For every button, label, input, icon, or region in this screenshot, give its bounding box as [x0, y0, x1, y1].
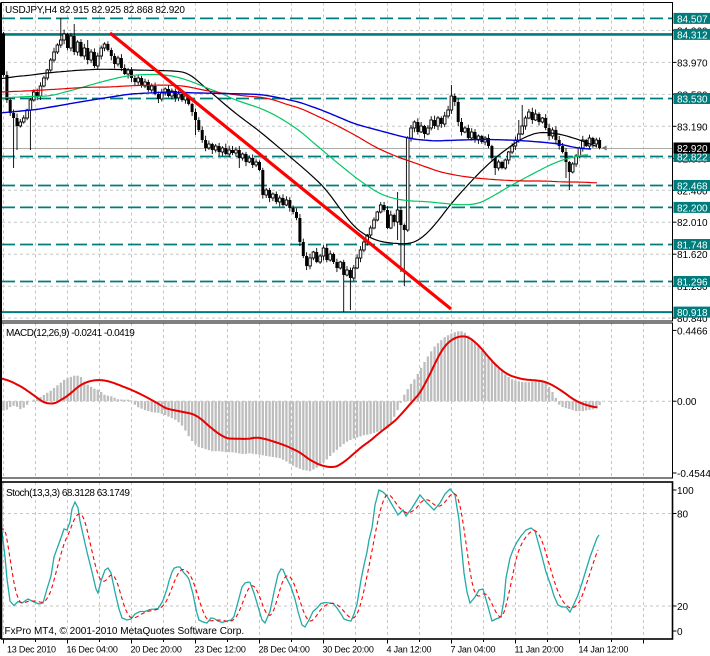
svg-text:82.468: 82.468 — [677, 182, 708, 193]
svg-text:20 Dec 20:00: 20 Dec 20:00 — [131, 645, 182, 655]
svg-text:83.530: 83.530 — [677, 95, 708, 106]
svg-text:0: 0 — [677, 627, 683, 638]
svg-text:28 Dec 04:00: 28 Dec 04:00 — [259, 645, 310, 655]
svg-text:81.230: 81.230 — [677, 282, 708, 293]
svg-text:83.190: 83.190 — [677, 122, 708, 133]
svg-text:81.748: 81.748 — [677, 241, 708, 252]
svg-text:MACD(12,26,9) -0.0241 -0.0419: MACD(12,26,9) -0.0241 -0.0419 — [6, 328, 135, 339]
svg-text:-0.4544: -0.4544 — [677, 469, 710, 480]
svg-text:30 Dec 20:00: 30 Dec 20:00 — [323, 645, 374, 655]
svg-text:82.822: 82.822 — [677, 153, 708, 164]
svg-text:83.970: 83.970 — [677, 58, 708, 69]
svg-text:23 Dec 12:00: 23 Dec 12:00 — [195, 645, 246, 655]
svg-text:82.920: 82.920 — [677, 144, 708, 155]
svg-text:USDJPY,H4 82.915 82.925 82.86: USDJPY,H4 82.915 82.925 82.868 82.920 — [5, 5, 185, 16]
svg-text:80.918: 80.918 — [677, 308, 708, 319]
svg-text:0.4466: 0.4466 — [677, 326, 708, 337]
svg-text:82.200: 82.200 — [677, 203, 708, 214]
svg-text:84.507: 84.507 — [677, 14, 708, 25]
svg-text:Stoch(13,3,3) 68.3128 63.1749: Stoch(13,3,3) 68.3128 63.1749 — [6, 488, 130, 499]
svg-text:81.620: 81.620 — [677, 250, 708, 261]
svg-text:80.840: 80.840 — [677, 314, 708, 325]
svg-text:81.296: 81.296 — [677, 278, 708, 289]
svg-text:100: 100 — [677, 486, 694, 497]
svg-text:82.400: 82.400 — [677, 186, 708, 197]
svg-text:20: 20 — [677, 602, 689, 613]
svg-text:13 Dec 2010: 13 Dec 2010 — [7, 645, 56, 655]
svg-text:84.312: 84.312 — [677, 30, 708, 41]
svg-text:11 Jan 20:00: 11 Jan 20:00 — [515, 645, 564, 655]
svg-text:80: 80 — [677, 510, 689, 521]
svg-text:FxPro MT4, © 2001-2010 MetaQuo: FxPro MT4, © 2001-2010 MetaQuotes Softwa… — [5, 626, 245, 637]
svg-text:4 Jan 12:00: 4 Jan 12:00 — [387, 645, 432, 655]
svg-text:7 Jan 04:00: 7 Jan 04:00 — [451, 645, 496, 655]
svg-text:82.010: 82.010 — [677, 218, 708, 229]
svg-text:0.00: 0.00 — [677, 397, 697, 408]
svg-text:14 Jan 12:00: 14 Jan 12:00 — [579, 645, 629, 655]
svg-text:16 Dec 04:00: 16 Dec 04:00 — [67, 645, 118, 655]
